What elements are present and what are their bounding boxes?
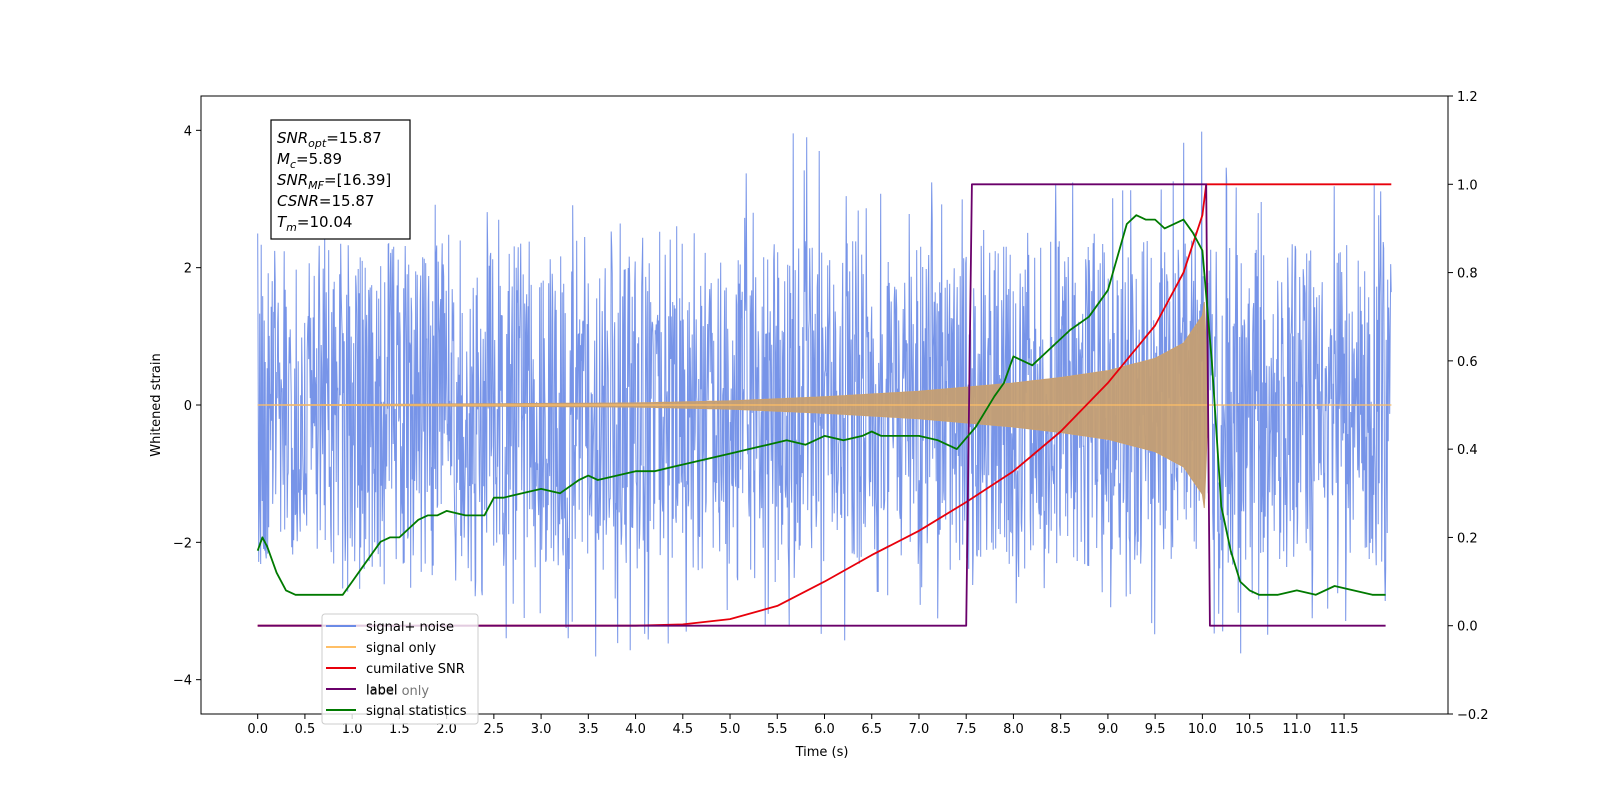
legend-ghost-label: label only [366, 684, 429, 699]
x-tick-label: 0.0 [247, 722, 268, 737]
y-right-tick-label: 0.0 [1457, 620, 1478, 635]
x-tick-label: 10.0 [1188, 722, 1217, 737]
y-axis-left: −4 −2 0 2 4 [173, 124, 201, 689]
legend-label: label [366, 683, 397, 698]
series-cumulative-snr [257, 183, 1392, 627]
x-tick-label: 8.0 [1003, 722, 1024, 737]
y-right-tick-label: 1.2 [1457, 90, 1478, 105]
x-tick-label: 2.0 [436, 722, 457, 737]
legend-frame [321, 613, 479, 725]
x-tick-label: 11.0 [1282, 722, 1311, 737]
x-axis-label: Time (s) [795, 745, 849, 760]
x-tick-label: 6.5 [861, 722, 882, 737]
x-tick-label: 8.5 [1050, 722, 1071, 737]
stats-line: Tm=10.04 [277, 213, 352, 234]
x-tick-label: 5.0 [720, 722, 741, 737]
x-tick-label: 4.0 [625, 722, 646, 737]
y-axis-right: −0.2 0.0 0.2 0.4 0.6 0.8 1.0 1.2 [1448, 90, 1489, 723]
legend-label: signal+ noise [366, 620, 454, 635]
x-tick-label: 5.5 [767, 722, 788, 737]
y-left-tick-label: −2 [173, 536, 192, 551]
x-axis: 0.0 0.5 1.0 1.5 2.0 2.5 3.0 3.5 4.0 4.5 5.0 5.5 6.0 6… [247, 714, 1359, 737]
y-axis-label: Whitened strain [149, 353, 164, 456]
x-tick-label: 3.0 [531, 722, 552, 737]
series-label [257, 183, 1386, 627]
y-right-tick-label: 1.0 [1457, 178, 1478, 193]
x-tick-label: 1.0 [342, 722, 363, 737]
x-tick-label: 2.5 [484, 722, 505, 737]
series-signal-statistics [256, 214, 1386, 596]
legend-label: cumilative SNR [366, 662, 465, 677]
x-tick-label: 7.5 [956, 722, 977, 737]
x-tick-label: 9.5 [1145, 722, 1166, 737]
x-tick-label: 0.5 [295, 722, 316, 737]
stats-line: SNRopt=15.87 [277, 129, 382, 150]
y-right-tick-label: 0.4 [1457, 443, 1478, 458]
y-right-tick-label: −0.2 [1457, 708, 1489, 723]
legend-label: signal only [366, 641, 436, 656]
x-tick-label: 3.5 [578, 722, 599, 737]
y-right-tick-label: 0.2 [1457, 531, 1478, 546]
y-left-tick-label: −4 [173, 674, 192, 689]
stats-line: Mc=5.89 [277, 150, 342, 171]
x-tick-label: 9.0 [1098, 722, 1119, 737]
legend: label only signal+ noise signal only cumila… [321, 613, 479, 725]
x-tick-label: 10.5 [1235, 722, 1264, 737]
series-signal-noise [257, 131, 1392, 657]
stats-box-frame [270, 119, 411, 240]
x-tick-label: 7.0 [909, 722, 930, 737]
stats-line: CSNR=15.87 [277, 192, 374, 210]
y-left-tick-label: 4 [184, 124, 192, 139]
stats-line: SNRMF=[16.39] [277, 171, 391, 192]
legend-label: signal statistics [366, 704, 467, 719]
x-tick-label: 11.5 [1330, 722, 1359, 737]
plot-area [256, 131, 1392, 657]
x-tick-label: 1.5 [389, 722, 410, 737]
y-left-tick-label: 2 [184, 262, 192, 277]
x-tick-label: 4.5 [672, 722, 693, 737]
y-left-tick-label: 0 [184, 399, 192, 414]
y-right-tick-label: 0.8 [1457, 267, 1478, 282]
y-right-tick-label: 0.6 [1457, 355, 1478, 370]
x-tick-label: 6.0 [814, 722, 835, 737]
stats-box: SNRopt=15.87Mc=5.89SNRMF=[16.39]CSNR=15.… [270, 119, 411, 240]
